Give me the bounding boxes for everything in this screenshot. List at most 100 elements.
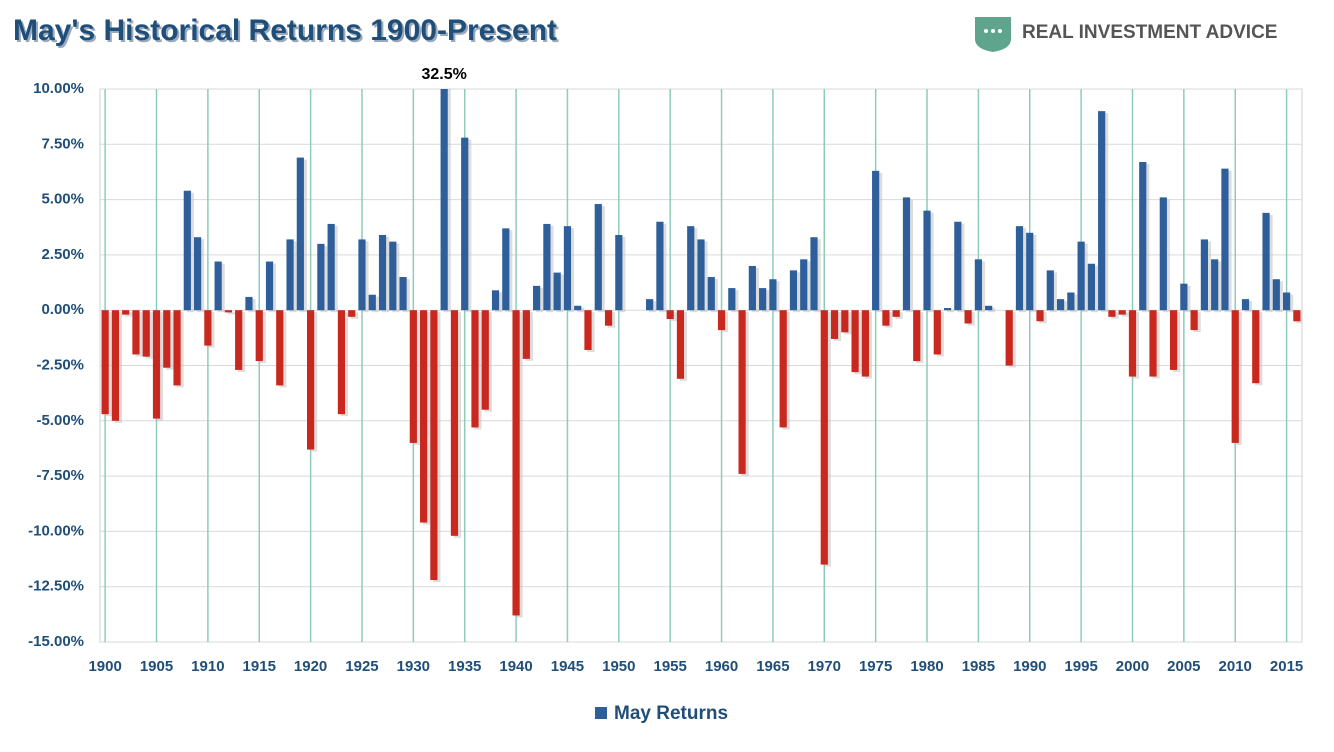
bar [409,310,417,443]
bar [738,310,746,474]
bar [851,310,859,373]
x-tick-label: 1935 [448,658,481,675]
x-tick-label: 1945 [551,658,584,675]
bar [1077,241,1085,311]
bar [111,310,120,421]
bar [902,197,911,311]
bar [522,310,530,359]
bar [615,234,623,311]
bar [337,310,346,415]
y-tick-label: 2.50% [41,246,84,263]
bar [235,310,243,370]
logo-shield [975,17,1011,52]
bar [265,261,274,311]
bar [1211,259,1219,311]
x-tick-label: 1980 [910,658,943,675]
x-tick-label: 1960 [705,658,738,675]
bar [1139,161,1147,311]
bar [296,157,304,311]
bar [1026,232,1034,311]
bar [327,223,335,311]
x-tick-label: 2015 [1270,658,1303,675]
bar [800,259,808,311]
bar [461,137,469,311]
bar [789,270,798,311]
bar [974,259,982,311]
bar [1087,263,1095,311]
x-tick-label: 1940 [499,658,532,675]
x-tick-label: 1915 [243,658,276,675]
x-tick-label: 2010 [1219,658,1252,675]
bar [841,310,849,333]
bar [748,265,756,311]
bar [830,310,839,339]
x-tick-label: 1955 [653,658,686,675]
bar [1221,168,1229,311]
y-tick-label: -10.00% [28,522,84,539]
bar [440,89,448,311]
bar [882,310,890,326]
bar [1231,310,1239,443]
bar [820,310,828,565]
bar [810,237,818,311]
bar [183,190,191,311]
chart-title: May's Historical Returns 1900-Present [13,14,557,47]
bar [604,310,613,326]
bar [481,310,489,410]
y-tick-label: 7.50% [41,135,84,152]
legend-swatch [595,707,607,719]
y-tick-label: -12.50% [28,578,84,595]
bar [194,237,202,311]
bar [348,310,356,317]
x-tick-label: 1975 [859,658,892,675]
bar [707,277,715,311]
bar [574,305,582,311]
bar [255,310,263,362]
y-tick-label: -2.50% [36,356,84,373]
bar [584,310,592,351]
bar [892,310,900,317]
bar [954,221,962,311]
y-tick-label: 0.00% [41,301,84,318]
bar [666,310,674,320]
bar [872,170,880,311]
bar [1108,310,1116,317]
bar [759,288,767,311]
bars [101,89,1302,618]
bar [389,241,397,311]
x-tick-label: 1995 [1064,658,1097,675]
bar [491,290,500,311]
x-tick-label: 1990 [1013,658,1046,675]
bar [1098,111,1106,311]
x-tick-label: 1925 [345,658,378,675]
bar [933,310,941,355]
bar [502,228,510,311]
bar [163,310,171,368]
bar [1241,299,1250,311]
bar [1252,310,1260,384]
bar [697,239,705,311]
bar [276,310,284,386]
bar [563,226,572,311]
bar [717,310,726,331]
bar [646,299,654,311]
bar [471,310,479,428]
bar [430,310,438,581]
bar [152,310,161,419]
bar [676,310,685,379]
x-tick-label: 1910 [191,658,224,675]
x-tick-label: 1965 [756,658,789,675]
bar [1180,283,1188,311]
bar [1015,226,1024,311]
bar [687,226,695,311]
x-tick-label: 1900 [88,658,121,675]
y-tick-label: 5.00% [41,191,84,208]
bar [1036,310,1044,322]
logo: REAL INVESTMENT ADVICE [975,17,1277,52]
bar [656,221,664,311]
bar [142,310,150,357]
bar [553,272,561,311]
bar [122,310,130,315]
logo-dot [991,29,995,33]
